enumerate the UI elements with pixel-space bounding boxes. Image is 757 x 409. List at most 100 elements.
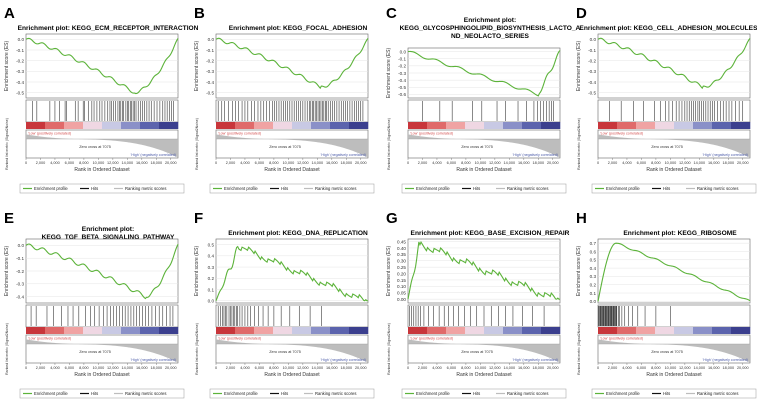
x-tick-label: 16,000	[518, 366, 530, 370]
panel-letter: G	[386, 210, 398, 227]
legend-box	[209, 388, 375, 399]
y-tick-label: -0.2	[206, 58, 214, 63]
heat-segment	[330, 122, 350, 129]
legend-label: Enrichment profile	[416, 391, 450, 396]
ranking-metric-area	[26, 134, 178, 158]
heat-segment	[655, 122, 675, 129]
y-tick-label: 0.05	[397, 291, 406, 296]
y-tick-label: -0.5	[588, 90, 596, 95]
x-tick-label: 10,000	[93, 366, 105, 370]
hits-frame	[215, 304, 369, 328]
x-tick-label: 0	[25, 161, 27, 165]
legend-label: Ranking metric scores	[507, 391, 548, 396]
x-tick-label: 0	[407, 161, 409, 165]
heat-segment	[292, 327, 312, 334]
x-tick-label: 10,000	[283, 366, 295, 370]
heat-segment	[446, 122, 466, 129]
heat-segment	[731, 327, 751, 334]
x-tick-label: 2,000	[608, 366, 618, 370]
legend-label: Hits	[91, 391, 98, 396]
heat-segment	[693, 122, 713, 129]
legend-label: Ranking metric scores	[697, 391, 738, 396]
y-axis-label: Enrichment score (ES)	[576, 41, 582, 92]
zero-cross-label: Zero cross at 7075	[79, 350, 111, 354]
metric-y-axis-label: Ranked list metric (Signal2Noise)	[195, 323, 199, 375]
panel-d: D Enrichment plot: KEGG_CELL_ADHESION_MOL…	[576, 5, 757, 194]
heat-segment	[598, 122, 618, 129]
hits-frame	[407, 99, 561, 123]
positive-correlation-label: 'Low' (positively correlated)	[28, 337, 71, 341]
ranking-metric-area	[408, 134, 560, 158]
x-tick-label: 20,000	[165, 366, 177, 370]
legend-label: Ranking metric scores	[315, 391, 356, 396]
y-tick-label: 0.0	[18, 37, 25, 42]
heat-segment	[598, 327, 618, 334]
legend-label: Enrichment profile	[34, 186, 68, 191]
y-tick-label: 0.1	[208, 287, 215, 292]
heat-segment	[216, 122, 236, 129]
ranking-metric-area	[216, 134, 368, 158]
x-tick-label: 4,000	[50, 366, 60, 370]
legend-box	[401, 388, 567, 399]
heat-segment	[273, 122, 293, 129]
panel-letter: B	[194, 5, 205, 22]
heat-segment	[408, 327, 428, 334]
x-axis-label: Rank in Ordered Dataset	[456, 167, 512, 173]
x-tick-label: 12,000	[107, 366, 119, 370]
heat-segment	[64, 327, 84, 334]
heat-segment	[292, 122, 312, 129]
heat-segment	[541, 122, 561, 129]
legend-label: Enrichment profile	[224, 186, 258, 191]
x-tick-label: 6,000	[447, 366, 457, 370]
metric-y-axis-label: Ranked list metric (Signal2Noise)	[195, 118, 199, 170]
heat-segment	[674, 327, 694, 334]
x-tick-label: 20,000	[355, 161, 367, 165]
ranking-metric-area	[598, 339, 750, 363]
legend-label: Hits	[663, 186, 670, 191]
plot-title-line: KEGG_GLYCOSPHINGOLIPID_BIOSYNTHESIS_LACT…	[400, 25, 581, 32]
x-tick-label: 18,000	[340, 366, 352, 370]
x-tick-label: 14,000	[504, 161, 516, 165]
x-tick-label: 16,000	[326, 366, 338, 370]
es-plot-frame	[597, 238, 751, 304]
x-tick-label: 16,000	[326, 161, 338, 165]
x-tick-label: 0	[25, 366, 27, 370]
zero-cross-label: Zero cross at 7075	[461, 145, 493, 149]
legend-label: Hits	[91, 186, 98, 191]
ranking-metric-area	[26, 339, 178, 363]
panel-letter: H	[576, 210, 587, 227]
x-tick-label: 20,000	[547, 161, 559, 165]
x-tick-label: 12,000	[489, 161, 501, 165]
y-tick-label: -0.3	[588, 69, 596, 74]
metric-y-axis-label: Ranked list metric (Signal2Noise)	[577, 118, 581, 170]
y-tick-label: 0.3	[590, 274, 597, 279]
x-tick-label: 10,000	[665, 366, 677, 370]
y-tick-label: -0.4	[588, 80, 596, 85]
plot-title-line: KEGG_TGF_BETA_SIGNALING_PATHWAY	[42, 234, 175, 241]
x-tick-label: 20,000	[737, 366, 749, 370]
x-tick-label: 10,000	[93, 161, 105, 165]
heat-segment	[731, 122, 751, 129]
panel-letter: F	[194, 210, 203, 227]
x-tick-label: 20,000	[547, 366, 559, 370]
heat-segment	[408, 122, 428, 129]
y-axis-label: Enrichment score (ES)	[386, 246, 392, 297]
y-tick-label: 0.25	[397, 265, 406, 270]
x-tick-label: 0	[215, 161, 217, 165]
es-plot-frame	[597, 33, 751, 99]
y-tick-label: 0.4	[208, 254, 215, 259]
plot-title-line: Enrichment plot: KEGG_BASE_EXCISION_REPA…	[411, 230, 570, 237]
x-tick-label: 0	[215, 366, 217, 370]
plot-title-line: Enrichment plot:	[82, 226, 134, 233]
legend-label: Ranking metric scores	[697, 186, 738, 191]
y-tick-label: -0.1	[16, 256, 24, 261]
plot-title-line: Enrichment plot: KEGG_DNA_REPLICATION	[228, 230, 368, 237]
x-tick-label: 18,000	[150, 366, 162, 370]
heat-segment	[254, 327, 274, 334]
panel-letter: E	[4, 210, 14, 227]
x-tick-label: 8,000	[79, 161, 89, 165]
zero-cross-label: Zero cross at 7075	[269, 145, 301, 149]
y-tick-label: 0.30	[397, 259, 406, 264]
y-tick-label: 0.6	[590, 249, 597, 254]
y-tick-label: -0.5	[206, 90, 214, 95]
